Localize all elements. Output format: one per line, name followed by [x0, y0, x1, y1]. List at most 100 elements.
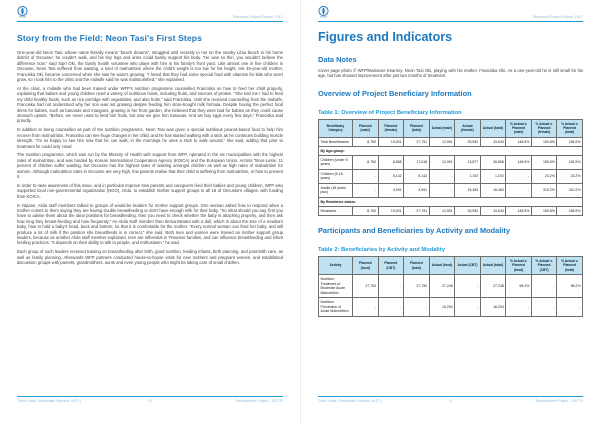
story-paragraph: The nutrition programme, which was run b… [17, 152, 283, 180]
table-row: Children (under 5 years) 8,750 8,868 17,618… [318, 154, 583, 170]
participants-heading: Participants and Beneficiaries by Activi… [318, 226, 510, 236]
column-header: % Actual v. Planned (total) [556, 256, 583, 275]
row-label: Children (under 5 years) [318, 154, 353, 170]
row-label: Nutrition: Treatment of Moderate Acute M… [318, 273, 353, 299]
table-header-row: Activity Planned (food) Planned (CBT) Plann… [318, 256, 583, 275]
cell-value: - [352, 182, 379, 199]
column-header: Planned (food) [352, 256, 379, 275]
table2-title: Table 2: Beneficiaries by Activity and M… [318, 247, 445, 254]
cell-value: 19,001 [377, 136, 405, 148]
column-header: Planned (CBT) [377, 256, 405, 275]
table-row: Nutrition: Treatment of Moderate Acute M… [318, 273, 583, 299]
column-header: Actual (CBT) [454, 256, 481, 275]
right-page: Standard Project Report 2017 Figures and… [300, 0, 600, 424]
column-header: Activity [318, 256, 353, 275]
cell-value: - [428, 168, 456, 184]
cell-value: 5,142 [377, 168, 405, 184]
cell-value: 310.2% [556, 182, 583, 199]
left-page-header: Standard Project Report 2017 [17, 5, 283, 20]
cell-value: 27,750 [352, 273, 379, 299]
footer-country: Timor-Leste, Democratic Republic of (TL) [17, 398, 82, 403]
header-rule [17, 21, 283, 22]
cell-value: 27,248 [428, 273, 456, 299]
cell-value: 17,618 [403, 154, 430, 170]
cell-value: - [530, 297, 558, 317]
header-document-title: Standard Project Report 2017 [532, 15, 583, 19]
cell-value: 16,294 [479, 297, 507, 317]
column-header: Actual (total) [479, 256, 507, 275]
cell-value: 8,750 [352, 136, 379, 148]
cell-value: 1,192 [479, 168, 507, 184]
cell-value: 5,142 [403, 168, 430, 184]
cell-value: 8,750 [352, 154, 379, 170]
cell-value: 19,001 [377, 205, 405, 217]
header-rule [318, 21, 583, 22]
column-header: Planned (total) [403, 256, 430, 275]
cell-value: 13,877 [454, 154, 481, 170]
table-row: Total Beneficiaries 8,750 19,001 27,751 12,9… [318, 136, 583, 148]
cell-value: 98.2% [556, 273, 583, 299]
beneficiary-overview-table: Beneficiary Category Planned (male) Planne… [318, 118, 583, 217]
cell-value: 156.9% [556, 205, 583, 217]
cell-value: - [377, 297, 405, 317]
table-band-row: By Residence status: [318, 197, 583, 207]
table-header-row: Beneficiary Category Planned (male) Planne… [318, 118, 583, 138]
cell-value: - [505, 182, 532, 199]
column-header: % Actual v. Planned (CBT) [530, 256, 558, 275]
cell-value: 23.2% [556, 168, 583, 184]
header-document-title: Standard Project Report 2017 [232, 15, 283, 19]
table-row: Adults (18 years plus) -4,991 4,991-15,483… [318, 182, 583, 199]
cell-value: - [428, 182, 456, 199]
right-page-footer: Timor-Leste, Democratic Republic of (TL)… [318, 396, 583, 403]
left-page-footer: Timor-Leste, Democratic Republic of (TL)… [17, 396, 283, 403]
cell-value: 1,192 [454, 168, 481, 184]
overview-heading: Overview of Project Beneficiary Informat… [318, 88, 472, 98]
cell-value: - [403, 297, 430, 317]
column-header: Beneficiary Category [318, 118, 353, 138]
cell-value: 27,751 [403, 136, 430, 148]
column-header: Actual (total) [479, 118, 507, 138]
row-label: Residents [318, 205, 353, 217]
story-title: Story from the Field: Neon Tasi's First … [17, 33, 202, 43]
story-paragraph: At the clinic, a midwife who had been tr… [17, 85, 283, 124]
cell-value: 8,868 [377, 154, 405, 170]
footer-project: Development Project - 200770 [235, 398, 283, 403]
right-page-content: Figures and Indicators Data Notes Cover … [318, 30, 583, 326]
cell-value: - [556, 297, 583, 317]
column-header: Planned (total) [403, 118, 430, 138]
cell-value: - [377, 273, 405, 299]
column-header: % Actual v. Planned (female) [530, 118, 558, 138]
band-label: By Residence status: [318, 197, 583, 207]
cell-value: 43,543 [479, 136, 507, 148]
story-paragraph: In Nipane, Alola staff members talked to… [17, 202, 283, 246]
column-header: Actual (female) [454, 118, 481, 138]
table-band-row: By Age-group: [318, 146, 583, 156]
cell-value: 12,991 [428, 154, 456, 170]
cell-value: 26,868 [479, 154, 507, 170]
right-page-header: Standard Project Report 2017 [318, 5, 583, 20]
cell-value: 310.2% [530, 182, 558, 199]
column-header: % Actual v. Planned (food) [505, 256, 532, 275]
story-paragraph: In addition to being counselled as part … [17, 127, 283, 149]
left-page-content: Story from the Field: Neon Tasi's First … [17, 33, 283, 269]
cell-value: 156.5% [530, 154, 558, 170]
figures-indicators-title: Figures and Indicators [318, 30, 453, 44]
cell-value: 43,543 [479, 205, 507, 217]
left-page: Standard Project Report 2017 Story from … [17, 5, 283, 403]
cell-value: - [530, 273, 558, 299]
wfp-logo-icon [318, 5, 329, 23]
cell-value: 30,552 [454, 136, 481, 148]
row-label: Total Beneficiaries [318, 136, 353, 148]
table-row: Residents 8,750 19,001 27,751 12,991 30,552 43… [318, 205, 583, 217]
cell-value: 30,552 [454, 205, 481, 217]
story-paragraph: Each group of such leaders received trai… [17, 249, 283, 266]
table-row: Children (5-18 years) -5,142 5,142-1,192 1,… [318, 168, 583, 184]
cell-value: 148.5% [505, 136, 532, 148]
column-header: % Actual v. Planned (male) [505, 118, 532, 138]
table-row: Nutrition: Prevention of Acute Malnutrit… [318, 297, 583, 317]
story-paragraph: In order to raise awareness of this issu… [17, 182, 283, 199]
row-label: Adults (18 years plus) [318, 182, 353, 199]
cell-value: 12,991 [428, 205, 456, 217]
column-header: % Actual v. Planned (total) [556, 118, 583, 138]
